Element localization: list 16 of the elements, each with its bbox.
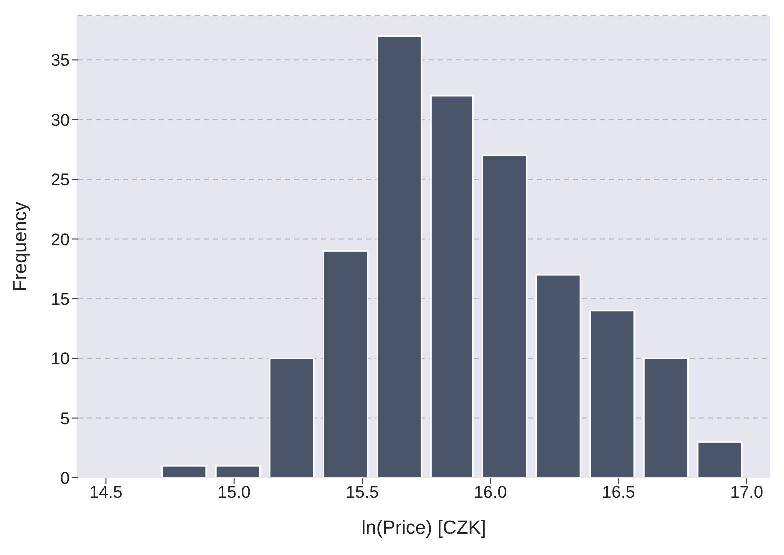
y-tick-label: 20 [51, 230, 70, 250]
y-axis-title: Frequency [10, 202, 32, 292]
y-tick-label: 25 [51, 170, 70, 190]
x-tick-label: 14.5 [90, 483, 123, 502]
x-axis-title: ln(Price) [CZK] [362, 518, 486, 539]
y-tick-label: 35 [51, 51, 70, 70]
y-tick-label: 0 [60, 469, 70, 488]
y-tick-label: 30 [51, 110, 70, 130]
x-tick-label: 15.5 [346, 483, 380, 502]
x-tick-label: 17.0 [730, 483, 764, 502]
y-tick-label: 5 [60, 409, 70, 428]
y-tick-label: 10 [51, 350, 70, 369]
x-tick-label: 16.0 [474, 483, 508, 502]
x-tick-label: 15.0 [218, 483, 251, 502]
y-tick-label: 15 [51, 290, 70, 309]
x-tick-label: 16.5 [602, 483, 636, 502]
